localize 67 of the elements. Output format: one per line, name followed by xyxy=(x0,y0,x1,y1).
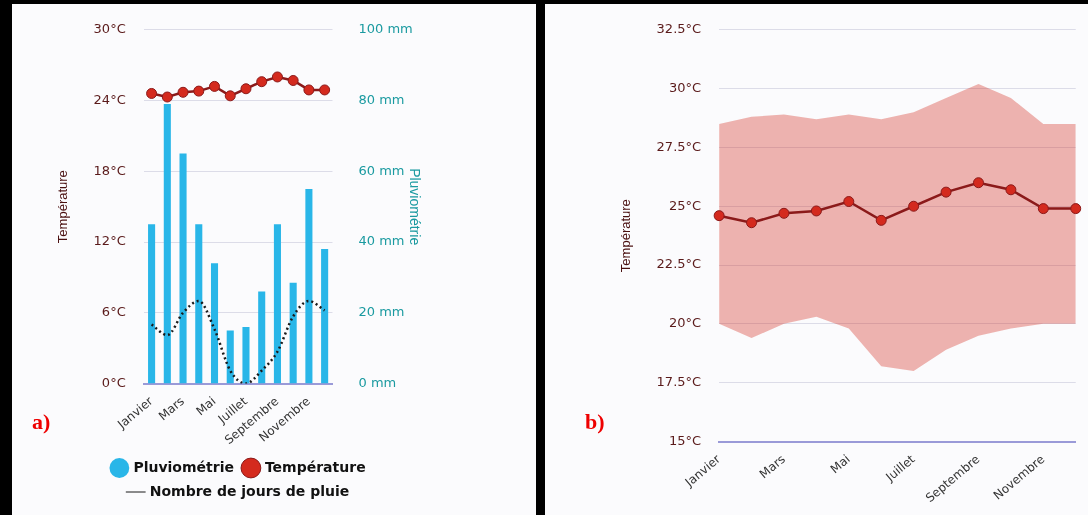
point xyxy=(972,177,984,189)
point xyxy=(303,84,315,96)
y-tick-label: 12°C xyxy=(93,233,126,249)
bar xyxy=(163,104,171,384)
bar xyxy=(195,224,203,384)
legend-label: Pluviométrie xyxy=(133,458,234,475)
y2-tick-label: 40 mm xyxy=(358,233,405,249)
x-tick-label: Mai xyxy=(827,451,853,477)
y-tick-label: 30°C xyxy=(669,79,702,95)
point xyxy=(193,85,205,97)
point xyxy=(146,87,158,99)
point xyxy=(940,186,952,198)
point xyxy=(778,207,790,219)
y-tick-label: 6°C xyxy=(101,304,126,320)
text: b) xyxy=(585,409,605,435)
point xyxy=(713,210,725,222)
bar xyxy=(273,224,281,384)
bar xyxy=(210,263,219,384)
y-axis-title: Température xyxy=(618,199,634,273)
point xyxy=(256,76,268,88)
y2-axis-title: Pluviométrie xyxy=(406,168,423,246)
y-tick-label: 25°C xyxy=(669,197,702,213)
y2-tick-label: 80 mm xyxy=(358,91,405,107)
y-tick-label: 22.5°C xyxy=(656,256,702,272)
y-tick-label: 18°C xyxy=(93,162,126,178)
y2-tick-label: 20 mm xyxy=(358,304,405,320)
point xyxy=(875,214,887,226)
point xyxy=(177,86,189,98)
y-axis-title: Température xyxy=(55,170,71,244)
point xyxy=(1037,203,1049,215)
bar xyxy=(289,282,297,384)
legend-label: Nombre de jours de pluie xyxy=(149,482,350,499)
y-tick-label: 0°C xyxy=(101,374,126,390)
point xyxy=(908,200,920,212)
point xyxy=(287,75,299,86)
y2-tick-label: 100 mm xyxy=(358,21,413,37)
bar xyxy=(305,188,313,384)
point xyxy=(810,205,822,217)
point xyxy=(319,84,331,96)
x-tick-label: Mai xyxy=(193,393,219,419)
text: a) xyxy=(32,409,51,435)
line-series xyxy=(150,299,326,384)
y-tick-label: 15°C xyxy=(669,432,702,448)
point xyxy=(746,217,758,229)
y-tick-label: 30°C xyxy=(93,21,126,37)
y-tick-label: 20°C xyxy=(669,315,702,331)
point xyxy=(1070,203,1082,215)
point xyxy=(224,90,236,102)
y-tick-label: 17.5°C xyxy=(656,374,702,390)
y2-tick-label: 0 mm xyxy=(358,374,397,390)
point xyxy=(209,80,221,92)
bar xyxy=(179,153,187,384)
point xyxy=(1005,184,1017,196)
bar xyxy=(242,326,250,384)
y2-tick-label: 60 mm xyxy=(358,162,405,178)
y-tick-label: 27.5°C xyxy=(656,138,702,154)
bar xyxy=(148,224,156,384)
legend-label: Température xyxy=(264,458,366,475)
bar xyxy=(258,291,266,384)
point xyxy=(240,83,252,95)
point xyxy=(271,71,283,83)
point xyxy=(161,91,173,103)
bar xyxy=(321,249,329,384)
bar xyxy=(226,330,234,384)
point xyxy=(843,196,855,208)
y-tick-label: 24°C xyxy=(93,91,126,107)
y-tick-label: 32.5°C xyxy=(656,21,702,37)
